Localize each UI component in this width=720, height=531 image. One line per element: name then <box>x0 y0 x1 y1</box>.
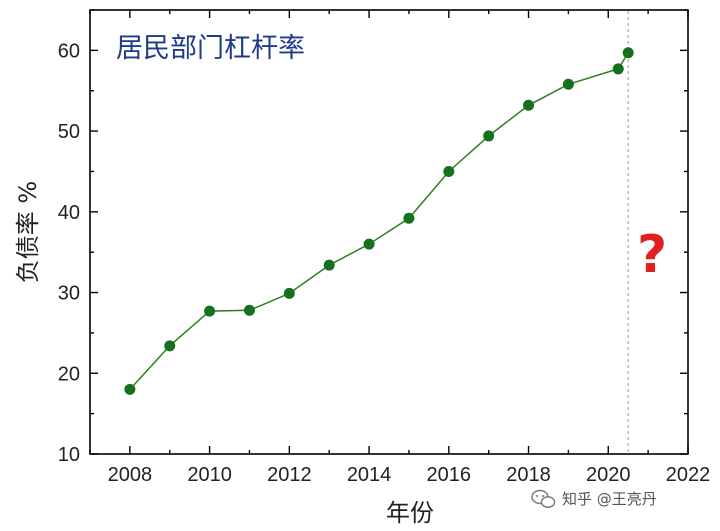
data-point <box>622 47 634 59</box>
y-axis-label: 负债率 % <box>14 181 42 283</box>
plot-frame <box>89 9 689 455</box>
chart-title: 居民部门杠杆率 <box>116 33 305 64</box>
x-tick-label: 2018 <box>506 464 551 486</box>
y-tick-label: 30 <box>58 283 80 305</box>
y-tick-label: 20 <box>58 363 80 385</box>
y-tick-label: 60 <box>58 40 80 62</box>
data-point <box>612 63 624 75</box>
x-tick-label: 2020 <box>586 464 631 486</box>
x-tick-label: 2022 <box>666 464 711 486</box>
watermark: 知乎 @王亮丹 <box>531 489 657 508</box>
data-point <box>243 304 255 316</box>
y-tick-label: 40 <box>58 202 80 224</box>
question-mark-annotation: ? <box>637 225 667 285</box>
data-point <box>562 78 574 90</box>
y-tick-label: 10 <box>58 444 80 466</box>
axis-ticks <box>89 9 689 455</box>
x-tick-label: 2012 <box>267 464 312 486</box>
x-tick-label: 2014 <box>347 464 392 486</box>
y-tick-label: 50 <box>58 121 80 143</box>
x-axis-label: 年份 <box>386 499 434 527</box>
data-point <box>523 99 535 111</box>
data-point <box>443 165 455 177</box>
data-point <box>283 287 295 299</box>
series-line <box>129 52 629 390</box>
data-point <box>323 259 335 271</box>
data-point <box>204 305 216 317</box>
wechat-icon <box>531 489 556 508</box>
data-point <box>403 212 415 224</box>
data-point <box>483 130 495 142</box>
x-tick-label: 2010 <box>187 464 232 486</box>
data-points <box>124 47 634 395</box>
data-point <box>164 340 176 352</box>
x-tick-label: 2008 <box>108 464 153 486</box>
x-tick-labels: 2008 2010 2012 2014 2016 2018 2020 2022 <box>108 464 711 486</box>
watermark-text: 知乎 @王亮丹 <box>562 490 657 508</box>
data-point <box>124 383 136 395</box>
x-tick-label: 2016 <box>427 464 472 486</box>
y-tick-labels: 10 20 30 40 50 60 <box>58 40 80 466</box>
data-point <box>363 238 375 250</box>
